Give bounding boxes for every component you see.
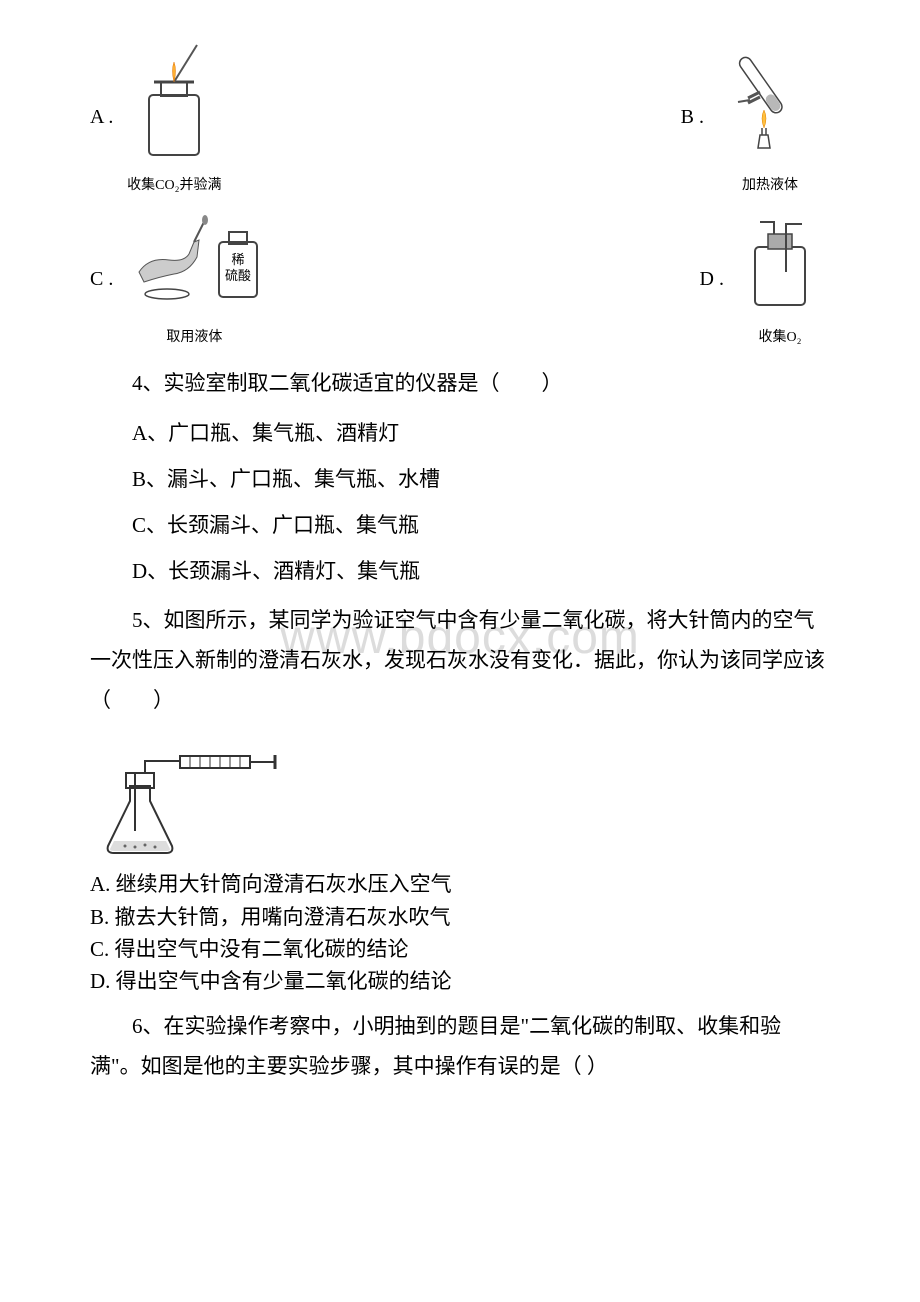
- q5-figure-wrap: [90, 731, 830, 861]
- option-row-2: C . 稀 硫酸 取用液体 D .: [90, 212, 830, 346]
- q4-stem: 4、实验室制取二氧化碳适宜的仪器是（ ）: [90, 364, 830, 404]
- option-C-caption: 取用液体: [119, 326, 269, 346]
- option-A-caption: 收集CO₂并验满: [119, 174, 229, 194]
- q5-C: C. 得出空气中没有二氧化碳的结论: [90, 934, 830, 964]
- q5-B: B. 撤去大针筒，用嘴向澄清石灰水吹气: [90, 902, 830, 932]
- option-A: A . 收集CO₂并验满: [90, 40, 229, 194]
- option-C-figure: 稀 硫酸: [119, 212, 269, 322]
- option-D-letter: D .: [700, 268, 724, 291]
- option-B-letter: B .: [681, 106, 704, 129]
- q4-D: D、长颈漏斗、酒精灯、集气瓶: [90, 552, 830, 592]
- option-D-caption: 收集O₂: [730, 326, 830, 346]
- option-row-1: A . 收集CO₂并验满 B .: [90, 40, 830, 194]
- svg-text:硫酸: 硫酸: [225, 268, 251, 283]
- option-A-letter: A .: [90, 106, 113, 129]
- option-C-letter: C .: [90, 268, 113, 291]
- q4-B: B、漏斗、广口瓶、集气瓶、水槽: [90, 460, 830, 500]
- option-C: C . 稀 硫酸 取用液体: [90, 212, 269, 346]
- q6-stem: 6、在实验操作考察中，小明抽到的题目是"二氧化碳的制取、收集和验满"。如图是他的…: [90, 1007, 830, 1087]
- q5-A: A. 继续用大针筒向澄清石灰水压入空气: [90, 869, 830, 899]
- q4-A: A、广口瓶、集气瓶、酒精灯: [90, 414, 830, 454]
- option-D-figure: [730, 212, 830, 322]
- q5-stem: 5、如图所示，某同学为验证空气中含有少量二氧化碳，将大针筒内的空气一次性压入新制…: [90, 601, 830, 721]
- option-D: D . 收集O₂: [700, 212, 830, 346]
- option-B: B . 加热液体: [681, 40, 830, 194]
- q4-C: C、长颈漏斗、广口瓶、集气瓶: [90, 506, 830, 546]
- option-A-figure: [119, 40, 229, 170]
- svg-text:稀: 稀: [232, 252, 245, 267]
- option-B-caption: 加热液体: [710, 174, 830, 194]
- q5-figure: [90, 731, 290, 861]
- option-B-figure: [710, 40, 830, 170]
- q5-D: D. 得出空气中含有少量二氧化碳的结论: [90, 966, 830, 996]
